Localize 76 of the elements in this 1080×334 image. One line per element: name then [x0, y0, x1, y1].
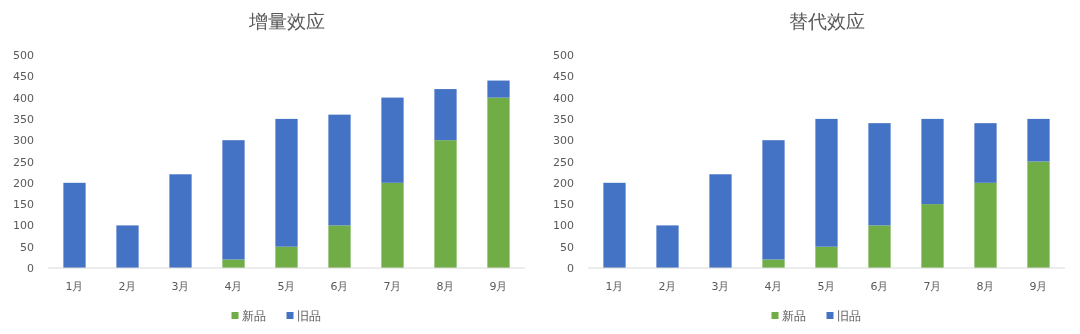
x-tick-label: 1月 — [65, 280, 84, 293]
x-tick-label: 9月 — [489, 280, 508, 293]
bar — [603, 182, 626, 268]
x-tick-label: 6月 — [870, 280, 889, 293]
legend-label: 旧品 — [296, 309, 321, 323]
y-tick-label: 450 — [553, 70, 574, 84]
x-tick-label: 7月 — [923, 280, 942, 293]
bar — [487, 80, 510, 98]
y-tick-label: 0 — [27, 262, 34, 275]
y-tick-label: 500 — [553, 49, 574, 62]
y-tick-label: 300 — [13, 134, 34, 148]
x-tick-label: 1月 — [605, 280, 624, 293]
x-tick-label: 5月 — [817, 280, 836, 293]
y-tick-label: 250 — [13, 155, 34, 169]
bar — [116, 225, 139, 268]
x-tick-label: 4月 — [224, 280, 243, 293]
y-tick-label: 50 — [560, 240, 574, 254]
legend-label: 新品 — [241, 309, 266, 323]
bar — [974, 182, 997, 268]
bar — [921, 118, 944, 205]
x-tick-label: 2月 — [658, 280, 677, 293]
bar — [921, 204, 944, 268]
y-tick-label: 150 — [553, 198, 574, 212]
bar — [868, 123, 891, 226]
bar — [815, 118, 838, 247]
y-tick-label: 200 — [553, 176, 574, 190]
y-tick-label: 450 — [13, 70, 34, 84]
y-tick-label: 50 — [20, 240, 34, 254]
bar — [381, 97, 404, 183]
x-tick-label: 8月 — [976, 280, 995, 293]
bar — [434, 140, 457, 268]
x-tick-label: 4月 — [764, 280, 783, 293]
y-tick-label: 0 — [567, 262, 574, 275]
bar — [487, 97, 510, 268]
bar — [381, 182, 404, 268]
y-tick-label: 400 — [553, 91, 574, 105]
x-tick-label: 2月 — [118, 280, 137, 293]
bar — [275, 118, 298, 247]
bar — [328, 114, 351, 226]
bar — [222, 140, 245, 260]
x-tick-label: 9月 — [1029, 280, 1048, 293]
y-tick-label: 100 — [553, 219, 574, 233]
x-tick-label: 5月 — [277, 280, 296, 293]
x-tick-label: 7月 — [383, 280, 402, 293]
bar — [1027, 118, 1050, 162]
bar — [169, 174, 192, 268]
bar — [222, 259, 245, 268]
bar — [434, 89, 457, 141]
legend-label: 旧品 — [836, 309, 861, 323]
y-tick-label: 150 — [13, 198, 34, 212]
x-tick-label: 8月 — [436, 280, 455, 293]
y-tick-label: 200 — [13, 176, 34, 190]
bar — [762, 259, 785, 268]
chart-title: 增量效应 — [247, 10, 325, 32]
y-tick-label: 250 — [553, 155, 574, 169]
bar — [656, 225, 679, 268]
y-tick-label: 500 — [13, 49, 34, 62]
x-tick-label: 6月 — [330, 280, 349, 293]
y-tick-label: 350 — [553, 112, 574, 126]
bar — [1027, 161, 1050, 268]
y-tick-label: 350 — [13, 112, 34, 126]
x-tick-label: 3月 — [711, 280, 730, 293]
bar — [815, 246, 838, 268]
legend-label: 新品 — [781, 309, 806, 323]
bar — [974, 123, 997, 183]
y-tick-label: 400 — [13, 91, 34, 105]
bar — [762, 140, 785, 260]
bar — [63, 182, 86, 268]
bar — [328, 225, 351, 268]
y-tick-label: 100 — [13, 219, 34, 233]
bar — [275, 246, 298, 268]
y-tick-label: 300 — [553, 134, 574, 148]
x-tick-label: 3月 — [171, 280, 190, 293]
bar — [868, 225, 891, 268]
chart-title: 替代效应 — [788, 10, 865, 32]
bar — [709, 174, 732, 268]
